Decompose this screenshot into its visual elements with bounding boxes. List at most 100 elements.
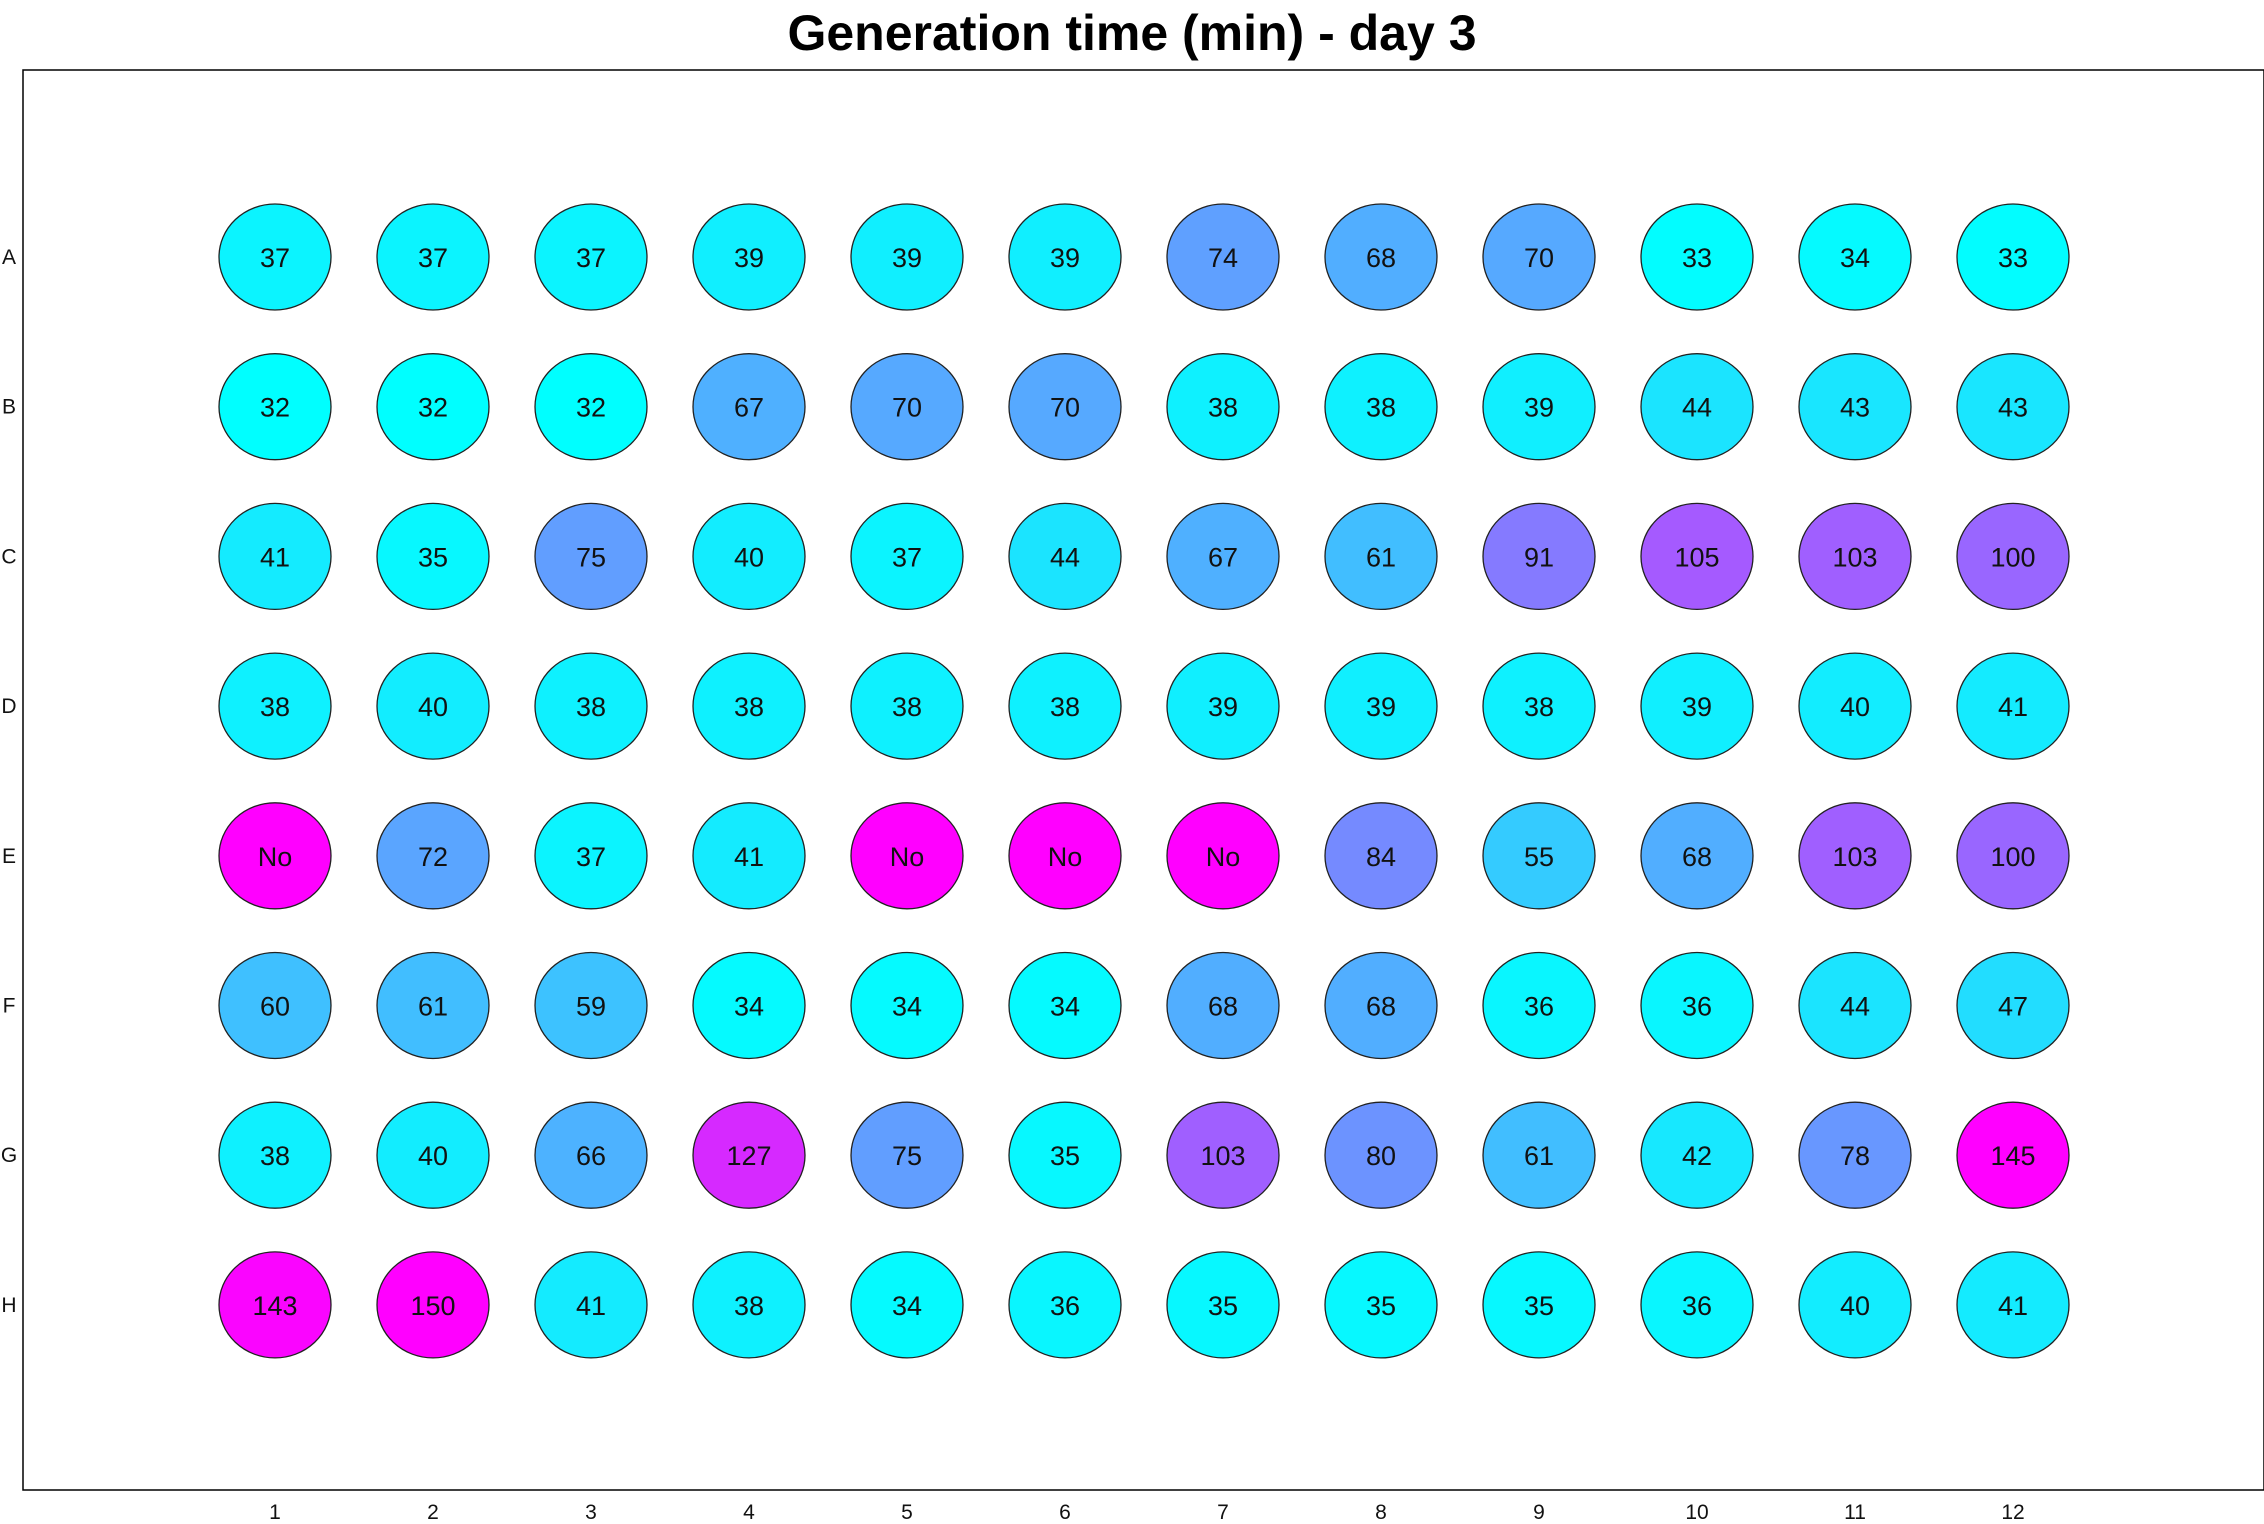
- well-A2: [376, 203, 490, 311]
- column-tick-labels: 1 2 3 4 5 6 7 8 9 10 11 12: [269, 1501, 2025, 1524]
- well-H7: [1166, 1251, 1280, 1359]
- well-value-G12: 145: [1990, 1141, 2035, 1171]
- column-tick-11: 11: [1844, 1501, 1866, 1524]
- well-G12: [1956, 1101, 2070, 1209]
- well-value-H7: 35: [1208, 1291, 1238, 1321]
- well-value-A4: 39: [734, 243, 764, 273]
- well-value-D10: 39: [1682, 692, 1712, 722]
- well-value-A5: 39: [892, 243, 922, 273]
- well-value-D12: 41: [1998, 692, 2028, 722]
- well-H3: [534, 1251, 648, 1359]
- well-H12: [1956, 1251, 2070, 1359]
- well-F6: [1008, 951, 1122, 1060]
- well-value-E7: No: [1206, 842, 1241, 872]
- column-tick-3: 3: [585, 1501, 597, 1524]
- row-tick-E: E: [2, 845, 16, 868]
- well-E8: [1324, 802, 1438, 910]
- well-B3: [534, 353, 648, 461]
- well-value-G9: 61: [1524, 1141, 1554, 1171]
- well-B9: [1482, 353, 1596, 461]
- well-value-B7: 38: [1208, 393, 1238, 423]
- well-value-B3: 32: [576, 393, 606, 423]
- well-value-D4: 38: [734, 692, 764, 722]
- well-A3: [534, 203, 648, 311]
- well-D3: [534, 652, 648, 760]
- well-C2: [376, 502, 490, 611]
- well-value-G6: 35: [1050, 1141, 1080, 1171]
- well-A5: [850, 203, 964, 311]
- well-D6: [1008, 652, 1122, 760]
- well-G3: [534, 1101, 648, 1209]
- wells-layer: 37 37 37 39 39 39 74 68 70 33 34 33 32 32 32 67 70 70 38 38…: [218, 203, 2070, 1359]
- well-H10: [1640, 1251, 1754, 1359]
- well-value-A6: 39: [1050, 243, 1080, 273]
- well-E6: [1008, 802, 1122, 910]
- well-value-H11: 40: [1840, 1291, 1870, 1321]
- well-D4: [692, 652, 806, 760]
- column-tick-10: 10: [1685, 1501, 1708, 1524]
- well-value-E3: 37: [576, 842, 606, 872]
- well-value-F8: 68: [1366, 992, 1396, 1022]
- well-A7: [1166, 203, 1280, 311]
- well-value-E4: 41: [734, 842, 764, 872]
- well-F9: [1482, 951, 1596, 1060]
- well-H8: [1324, 1251, 1438, 1359]
- well-H5: [850, 1251, 964, 1359]
- well-B6: [1008, 353, 1122, 461]
- well-F5: [850, 951, 964, 1060]
- well-value-E12: 100: [1990, 842, 2035, 872]
- well-value-B1: 32: [260, 393, 290, 423]
- well-F3: [534, 951, 648, 1060]
- well-value-G4: 127: [726, 1141, 771, 1171]
- well-E3: [534, 802, 648, 910]
- well-value-B4: 67: [734, 393, 764, 423]
- well-value-D3: 38: [576, 692, 606, 722]
- well-C1: [218, 502, 332, 611]
- well-C6: [1008, 502, 1122, 611]
- well-value-F11: 44: [1840, 992, 1870, 1022]
- well-value-C1: 41: [260, 542, 290, 572]
- well-E7: [1166, 802, 1280, 910]
- well-value-B9: 39: [1524, 393, 1554, 423]
- well-value-F2: 61: [418, 992, 448, 1022]
- well-C8: [1324, 502, 1438, 611]
- well-value-G3: 66: [576, 1141, 606, 1171]
- well-B10: [1640, 353, 1754, 461]
- well-D7: [1166, 652, 1280, 760]
- well-value-H10: 36: [1682, 1291, 1712, 1321]
- well-value-E2: 72: [418, 842, 448, 872]
- well-C7: [1166, 502, 1280, 611]
- row-tick-D: D: [1, 695, 16, 718]
- well-G4: [692, 1101, 806, 1209]
- column-tick-7: 7: [1217, 1501, 1229, 1524]
- well-H2: [376, 1251, 490, 1359]
- well-D8: [1324, 652, 1438, 760]
- well-F10: [1640, 951, 1754, 1060]
- row-tick-G: G: [1, 1144, 17, 1167]
- well-G8: [1324, 1101, 1438, 1209]
- well-value-D1: 38: [260, 692, 290, 722]
- well-value-B5: 70: [892, 393, 922, 423]
- well-value-A12: 33: [1998, 243, 2028, 273]
- well-value-C4: 40: [734, 542, 764, 572]
- well-value-F5: 34: [892, 992, 922, 1022]
- well-B2: [376, 353, 490, 461]
- row-tick-B: B: [2, 396, 16, 419]
- well-value-B2: 32: [418, 393, 448, 423]
- row-tick-H: H: [1, 1294, 16, 1317]
- well-value-E5: No: [890, 842, 925, 872]
- column-tick-4: 4: [743, 1501, 755, 1524]
- well-value-H5: 34: [892, 1291, 922, 1321]
- well-B12: [1956, 353, 2070, 461]
- well-value-F10: 36: [1682, 992, 1712, 1022]
- well-value-A11: 34: [1840, 243, 1870, 273]
- well-H11: [1798, 1251, 1912, 1359]
- well-value-H2: 150: [410, 1291, 455, 1321]
- well-A12: [1956, 203, 2070, 311]
- well-value-F7: 68: [1208, 992, 1238, 1022]
- well-C5: [850, 502, 964, 611]
- well-C10: [1640, 502, 1754, 611]
- well-value-D8: 39: [1366, 692, 1396, 722]
- row-tick-C: C: [1, 545, 16, 568]
- well-E12: [1956, 802, 2070, 910]
